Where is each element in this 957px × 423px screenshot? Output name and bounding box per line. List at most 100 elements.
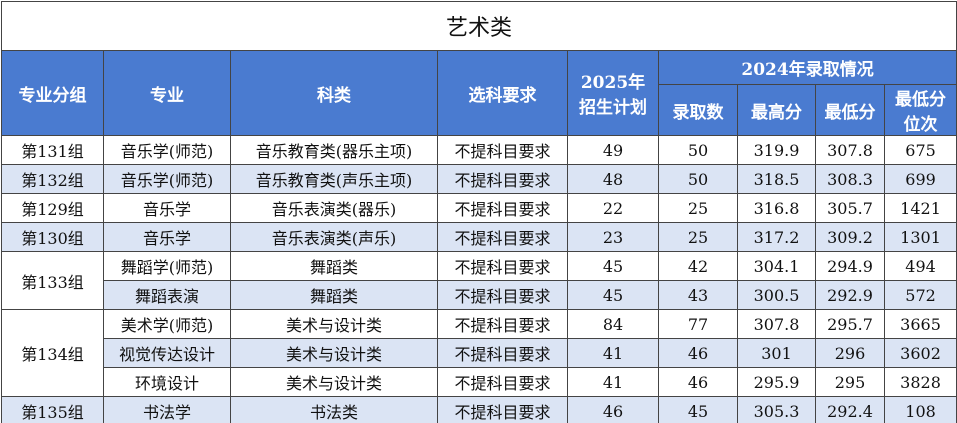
table-cell: 音乐表演类(器乐) (230, 193, 438, 223)
header-cell: 录取数 (658, 84, 738, 136)
table-cell: 572 (883, 280, 957, 310)
table-cell: 舞蹈类 (230, 280, 438, 310)
table-row: 视觉传达设计 美术与设计类 不提科目要求 41 46 301 296 3602 (2, 338, 957, 368)
table-cell: 318.5 (737, 164, 816, 194)
header-cell: 2025年招生计划 (567, 50, 659, 136)
header-line: 位次 (903, 115, 938, 135)
table-row: 第130组 音乐学 音乐表演类(声乐) 不提科目要求 23 25 317.2 309.2 130… (1, 222, 957, 252)
header-line: 招生计划 (579, 98, 647, 118)
table-cell: 50 (658, 135, 738, 165)
table-cell: 舞蹈学(师范) (103, 251, 231, 281)
table-cell: 不提科目要求 (437, 222, 568, 252)
table-cell: 视觉传达设计 (103, 338, 231, 368)
table-cell: 304.1 (737, 251, 816, 281)
table-cell: 1301 (883, 222, 957, 252)
table-cell: 292.9 (815, 280, 885, 310)
table-cell: 22 (567, 193, 659, 223)
table-cell: 295.7 (815, 309, 885, 339)
header-cell: 专业 (103, 50, 231, 136)
table-cell: 45 (658, 396, 738, 423)
table-cell: 46 (658, 367, 738, 397)
table-row: 第132组 音乐学(师范) 音乐教育类(声乐主项) 不提科目要求 48 50 318.5 30… (1, 164, 957, 194)
table-cell: 不提科目要求 (437, 193, 568, 223)
table-cell: 45 (567, 251, 659, 281)
table-cell: 第134组 (1, 309, 104, 397)
table-cell: 不提科目要求 (437, 164, 568, 194)
header-cell: 选科要求 (437, 50, 568, 136)
table-row: 第131组 音乐学(师范) 音乐教育类(器乐主项) 不提科目要求 49 50 319.9 30… (1, 135, 957, 165)
table-cell: 49 (567, 135, 659, 165)
table-cell: 305.3 (737, 396, 816, 423)
table-row: 第129组 音乐学 音乐表演类(器乐) 不提科目要求 22 25 316.8 305.7 142… (1, 193, 957, 223)
table-cell: 美术与设计类 (230, 309, 438, 339)
table-cell: 环境设计 (103, 367, 231, 397)
table-row: 第135组 书法学 书法类 不提科目要求 46 45 305.3 292.4 108 (1, 396, 957, 423)
table-cell: 不提科目要求 (437, 367, 568, 397)
table-cell: 45 (567, 280, 659, 310)
table-cell: 音乐表演类(声乐) (230, 222, 438, 252)
table-cell: 音乐学(师范) (103, 135, 231, 165)
table-cell: 第135组 (1, 396, 104, 423)
table-cell: 音乐教育类(器乐主项) (230, 135, 438, 165)
table-cell: 308.3 (815, 164, 885, 194)
table-cell: 41 (567, 367, 659, 397)
table-cell: 不提科目要求 (437, 251, 568, 281)
header-cell: 最低分 (815, 84, 885, 136)
table-cell: 美术与设计类 (230, 367, 438, 397)
header-line: 2025年 (580, 73, 646, 93)
table-cell: 音乐学 (103, 193, 231, 223)
table-cell: 317.2 (737, 222, 816, 252)
table-cell: 42 (658, 251, 738, 281)
table-cell: 319.9 (737, 135, 816, 165)
table-cell: 295.9 (737, 367, 816, 397)
table-cell: 494 (883, 251, 957, 281)
table-cell: 25 (658, 222, 738, 252)
table-cell: 309.2 (815, 222, 885, 252)
table-cell: 77 (658, 309, 738, 339)
table-cell: 1421 (883, 193, 957, 223)
table-cell: 294.9 (815, 251, 885, 281)
table-cell: 108 (883, 396, 957, 423)
table-cell: 300.5 (737, 280, 816, 310)
header-cell: 科类 (230, 50, 438, 136)
table-cell: 舞蹈表演 (103, 280, 231, 310)
table-cell: 307.8 (815, 135, 885, 165)
table-cell: 第133组 (1, 251, 104, 310)
table-cell: 不提科目要求 (437, 280, 568, 310)
table-cell: 41 (567, 338, 659, 368)
table-row: 第134组 美术学(师范) 美术与设计类 不提科目要求 84 77 307.8 295.7 36… (1, 309, 957, 397)
header-line: 最低分 (895, 90, 947, 110)
table-cell: 301 (737, 338, 816, 368)
table-cell: 3602 (883, 338, 957, 368)
table-cell: 292.4 (815, 396, 885, 423)
table-cell: 音乐教育类(声乐主项) (230, 164, 438, 194)
table-cell: 675 (883, 135, 957, 165)
header-cell: 最高分 (737, 84, 816, 136)
table-cell: 305.7 (815, 193, 885, 223)
header-cell: 专业分组 (1, 50, 104, 136)
table-cell: 43 (658, 280, 738, 310)
table-cell: 295 (815, 367, 885, 397)
table-cell: 音乐学 (103, 222, 231, 252)
table-cell: 不提科目要求 (437, 338, 568, 368)
table-cell: 699 (883, 164, 957, 194)
table-cell: 第130组 (1, 222, 104, 252)
table-cell: 第132组 (1, 164, 104, 194)
table-cell: 46 (658, 338, 738, 368)
table-cell: 第131组 (1, 135, 104, 165)
table-row: 舞蹈表演 舞蹈类 不提科目要求 45 43 300.5 292.9 572 (2, 280, 957, 310)
table-cell: 第129组 (1, 193, 104, 223)
table-cell: 书法学 (103, 396, 231, 423)
table-row: 第133组 舞蹈学(师范) 舞蹈类 不提科目要求 45 42 304.1 294.9 494 (1, 251, 957, 310)
table-row: 环境设计 美术与设计类 不提科目要求 41 46 295.9 295 3828 (2, 367, 957, 397)
table-cell: 3828 (883, 367, 957, 397)
table-cell: 舞蹈类 (230, 251, 438, 281)
table-cell: 307.8 (737, 309, 816, 339)
table-cell: 48 (567, 164, 659, 194)
header-cell: 2024年录取情况 (657, 50, 957, 85)
table-cell: 296 (815, 338, 885, 368)
table-cell: 23 (567, 222, 659, 252)
table-cell: 46 (567, 396, 659, 423)
